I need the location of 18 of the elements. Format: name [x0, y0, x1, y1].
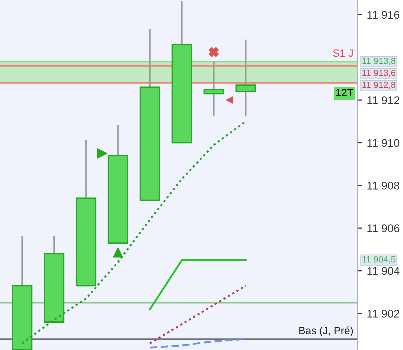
ref-line-label: 11 913,8 — [362, 58, 396, 66]
text: 12T — [336, 89, 354, 96]
candlestick — [236, 40, 256, 116]
ref-line-label: 11 913,6 — [362, 70, 396, 78]
line-series — [149, 285, 247, 345]
text: S1 J — [333, 50, 353, 58]
candlestick — [204, 61, 224, 116]
y-tick-label: 11 916 — [368, 11, 400, 20]
text: 11 904,5 — [362, 256, 396, 264]
y-tick-label: 11 906 — [368, 224, 400, 232]
y-tick-label: 11 912 — [368, 96, 400, 104]
line-series — [21, 120, 247, 345]
y-tick-label: 11 908 — [368, 182, 400, 190]
y-tick-label: 11 910 — [368, 139, 400, 148]
text: Bas (J, Pré) — [300, 326, 354, 337]
y-tick-label: 11 902 — [368, 310, 400, 318]
ref-line-label: 11 912,8 — [362, 82, 396, 90]
y-tick-label: 11 904 — [368, 267, 400, 276]
